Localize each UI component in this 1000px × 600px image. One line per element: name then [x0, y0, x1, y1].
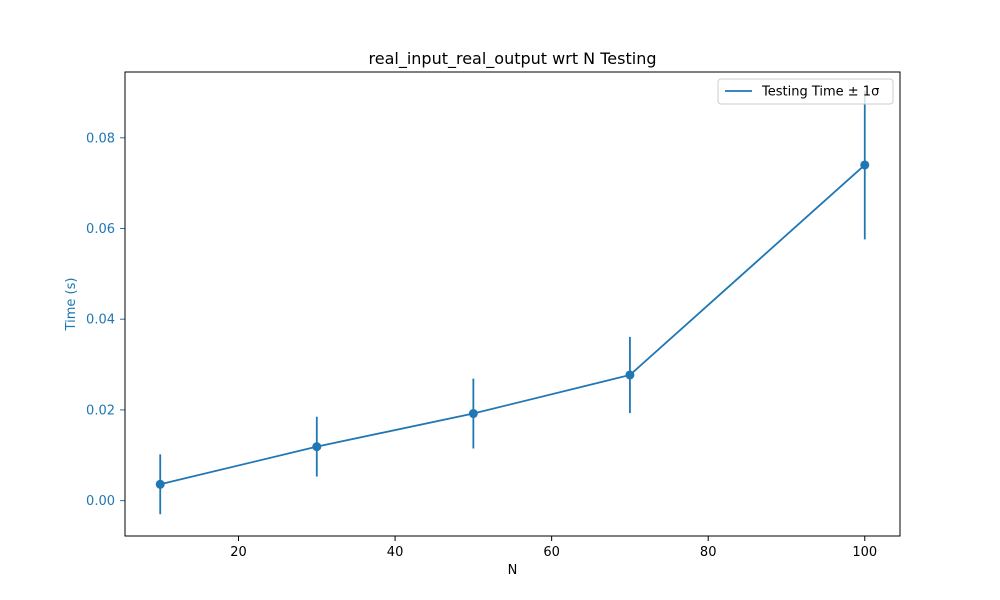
data-point	[312, 442, 322, 452]
x-axis-label: N	[508, 563, 518, 578]
x-tick-label: 100	[852, 545, 877, 560]
x-tick-label: 60	[543, 545, 560, 560]
data-point	[860, 160, 870, 170]
plot-frame	[124, 71, 901, 537]
data-point	[155, 479, 165, 489]
y-tick-label: 0.04	[86, 313, 115, 328]
chart-title: real_input_real_output wrt N Testing	[369, 49, 657, 69]
legend-box	[717, 78, 894, 105]
legend: Testing Time ± 1σ	[717, 78, 894, 105]
plot-area	[125, 72, 900, 536]
plot-background	[125, 72, 900, 536]
series-layer	[155, 90, 870, 515]
x-tick-label: 80	[700, 545, 717, 560]
x-tick-label: 40	[387, 545, 404, 560]
legend-entry-label: Testing Time ± 1σ	[761, 85, 879, 100]
data-point	[468, 409, 478, 419]
y-tick-label: 0.06	[86, 222, 115, 237]
y-axis-ticks: 0.00 0.02 0.04 0.06 0.08	[86, 131, 125, 509]
y-tick-label: 0.02	[86, 403, 115, 418]
y-tick-label: 0.00	[86, 494, 115, 509]
data-point	[625, 370, 635, 380]
x-tick-label: 20	[230, 545, 247, 560]
x-axis-ticks: 20 40 60 80 100	[230, 536, 877, 560]
y-axis-label: Time (s)	[64, 278, 79, 332]
y-tick-label: 0.08	[86, 131, 115, 146]
